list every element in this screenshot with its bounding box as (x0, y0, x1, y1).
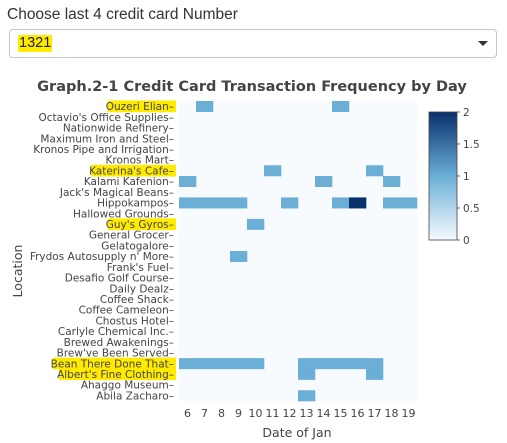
date-tick-label: 12 (283, 407, 297, 420)
colorbar-tick-label: 0.5 (463, 203, 480, 215)
location-tick-label: Gelatogalore– (101, 240, 174, 252)
chart-title: Graph.2-1 Credit Card Transaction Freque… (37, 79, 467, 95)
location-tick-label: Carlyle Chemical Inc.– (58, 326, 174, 338)
transaction-heatmap: Graph.2-1 Credit Card Transaction Freque… (10, 79, 480, 440)
location-tick-label: General Grocer– (89, 230, 174, 242)
heatmap-cell (298, 358, 316, 370)
location-tick-label: Kronos Mart– (106, 155, 174, 167)
date-tick-label: 14 (317, 407, 331, 420)
colorbar-gradient (428, 111, 458, 241)
date-tick-label: 17 (368, 407, 382, 420)
location-tick-label: Guy's Gyros– (106, 219, 174, 231)
heatmap-cell (179, 176, 197, 188)
location-tick-label: Frydos Autosupply n' More– (30, 251, 174, 263)
date-tick-label: 7 (201, 407, 208, 420)
date-tick-label: 6 (184, 407, 191, 420)
date-tick-label: 15 (334, 407, 348, 420)
heatmap-cell (332, 358, 350, 370)
date-tick-label: 9 (235, 407, 242, 420)
location-tick-label: Nationwide Refinery– (63, 123, 174, 135)
heatmap-cell (298, 368, 316, 380)
location-tick-label: Jack's Magical Beans– (59, 187, 174, 199)
heatmap-cell (281, 197, 299, 209)
heatmap-cell (196, 197, 214, 209)
date-tick-label: 19 (402, 407, 416, 420)
x-axis-label: Date of Jan (262, 425, 331, 440)
location-tick-label: Brew've Been Served– (57, 348, 174, 360)
heatmap-cell (383, 176, 401, 188)
location-highlight (91, 164, 176, 177)
plot-background (179, 101, 417, 401)
colorbar-tick-label: 1.5 (463, 139, 480, 151)
chevron-down-icon[interactable] (478, 41, 488, 46)
location-tick-label: Albert's Fine Clothing– (57, 369, 174, 381)
location-tick-label: Brewed Awakenings– (64, 337, 174, 349)
date-tick-label: 16 (351, 407, 365, 420)
y-axis-label: Location (10, 245, 25, 298)
location-tick-label: Desafio Golf Course– (65, 273, 174, 285)
heatmap-cell (315, 358, 333, 370)
card-select-label: Choose last 4 credit card Number (7, 6, 238, 23)
heatmap-cell (400, 197, 418, 209)
heatmap-cell (196, 358, 214, 370)
heatmap-cell (179, 197, 197, 209)
location-tick-label: Maximum Iron and Steel– (40, 133, 174, 145)
heatmap-cell (332, 101, 350, 113)
heatmap-cell (179, 358, 197, 370)
colorbar: 0 0.5 1 1.5 2 (428, 107, 480, 247)
location-tick-label: Chostus Hotel– (95, 315, 174, 327)
date-tick-label: 18 (385, 407, 399, 420)
card-number-value: 1321 (18, 35, 53, 52)
colorbar-tick-label: 0 (463, 235, 470, 247)
location-highlight (52, 357, 176, 370)
heatmap-cell (366, 358, 384, 370)
heatmap-cell (196, 101, 214, 113)
heatmap-cell (230, 197, 248, 209)
location-tick-label: Coffee Shack– (100, 294, 174, 306)
colorbar-tick-label: 2 (463, 107, 470, 119)
location-tick-label: Hallowed Grounds– (73, 208, 174, 220)
heatmap-cell (332, 197, 350, 209)
date-tick-label: 8 (218, 407, 225, 420)
location-tick-label: Hippokampos– (97, 198, 174, 210)
location-tick-label: Kalami Kafenion– (84, 176, 174, 188)
location-highlight (107, 218, 176, 231)
location-tick-label: Kronos Pipe and Irrigation– (33, 144, 174, 156)
date-tick-label: 11 (266, 407, 280, 420)
heatmap-cell (349, 358, 367, 370)
location-tick-label: Ouzeri Elian– (106, 101, 174, 113)
location-tick-label: Octavio's Office Supplies– (39, 112, 175, 124)
heatmap-cell (213, 197, 231, 209)
heatmap-cell (264, 165, 282, 177)
heatmap-cell (383, 197, 401, 209)
heatmap-cell (315, 176, 333, 188)
location-highlight (59, 368, 176, 381)
heatmap-cell (247, 358, 265, 370)
location-tick-label: Bean There Done That– (51, 358, 174, 370)
heatmap-cell (366, 368, 384, 380)
heatmap-cell (298, 390, 316, 402)
location-tick-label: Ahaggo Museum– (81, 380, 174, 392)
location-tick-label: Katerina's Cafe– (89, 165, 174, 177)
heatmap-cell (349, 197, 367, 209)
heatmap-cells (179, 101, 418, 402)
location-axis: Ouzeri Elian–Octavio's Office Supplies–N… (30, 101, 174, 402)
date-tick-label: 10 (249, 407, 263, 420)
location-tick-label: Abila Zacharo– (96, 390, 174, 402)
card-number-dropdown[interactable]: 1321 (9, 29, 497, 58)
location-highlight (107, 100, 176, 113)
heatmap-cell (230, 251, 248, 263)
date-axis: 6 7 8 9 10 11 12 13 14 15 16 17 18 19 (184, 407, 416, 420)
location-tick-label: Frank's Fuel– (107, 262, 174, 274)
location-highlights (52, 100, 176, 381)
location-tick-label: Coffee Cameleon– (79, 305, 174, 317)
heatmap-cell (213, 358, 231, 370)
colorbar-tick-label: 1 (463, 171, 470, 183)
heatmap-cell (230, 358, 248, 370)
date-tick-label: 13 (300, 407, 314, 420)
location-tick-label: Daily Dealz– (109, 283, 174, 295)
heatmap-cell (247, 218, 265, 230)
heatmap-cell (366, 165, 384, 177)
